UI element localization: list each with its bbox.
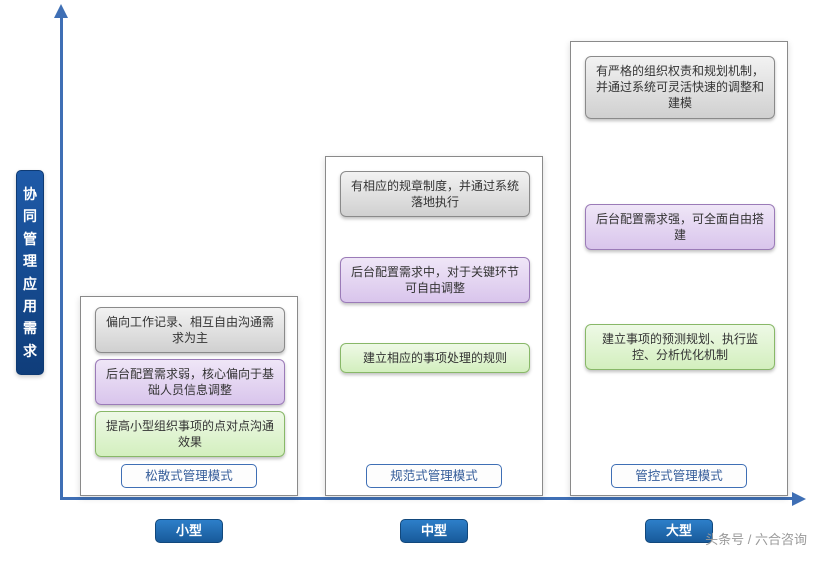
small-mode-label: 松散式管理模式 (121, 464, 257, 488)
large-box-green: 建立事项的预测规划、执行监控、分析优化机制 (585, 324, 775, 370)
column-large: 有严格的组织权责和规划机制，并通过系统可灵活快速的调整和建模 后台配置需求强，可… (570, 41, 788, 496)
y-axis-line (60, 10, 63, 500)
x-category-large: 大型 (645, 519, 713, 543)
column-medium: 有相应的规章制度，并通过系统落地执行 后台配置需求中，对于关键环节可自由调整 建… (325, 156, 543, 496)
medium-box-green: 建立相应的事项处理的规则 (340, 343, 530, 373)
large-mode-label: 管控式管理模式 (611, 464, 747, 488)
medium-mode-label: 规范式管理模式 (366, 464, 502, 488)
medium-box-purple: 后台配置需求中，对于关键环节可自由调整 (340, 257, 530, 303)
medium-box-gray: 有相应的规章制度，并通过系统落地执行 (340, 171, 530, 217)
x-axis-arrow-icon (792, 492, 806, 506)
small-box-purple: 后台配置需求弱，核心偏向于基础人员信息调整 (95, 359, 285, 405)
y-axis-arrow-icon (54, 4, 68, 18)
small-box-green: 提高小型组织事项的点对点沟通效果 (95, 411, 285, 457)
column-small: 偏向工作记录、相互自由沟通需求为主 后台配置需求弱，核心偏向于基础人员信息调整 … (80, 296, 298, 496)
watermark-text: 头条号 / 六合咨询 (705, 529, 807, 548)
x-axis-line (60, 497, 798, 500)
small-box-gray: 偏向工作记录、相互自由沟通需求为主 (95, 307, 285, 353)
large-box-gray: 有严格的组织权责和规划机制，并通过系统可灵活快速的调整和建模 (585, 56, 775, 119)
chart-area: 偏向工作记录、相互自由沟通需求为主 后台配置需求弱，核心偏向于基础人员信息调整 … (60, 10, 800, 510)
x-category-small: 小型 (155, 519, 223, 543)
y-axis-title: 协同管理应用需求 (16, 170, 44, 375)
x-category-medium: 中型 (400, 519, 468, 543)
large-box-purple: 后台配置需求强，可全面自由搭建 (585, 204, 775, 250)
